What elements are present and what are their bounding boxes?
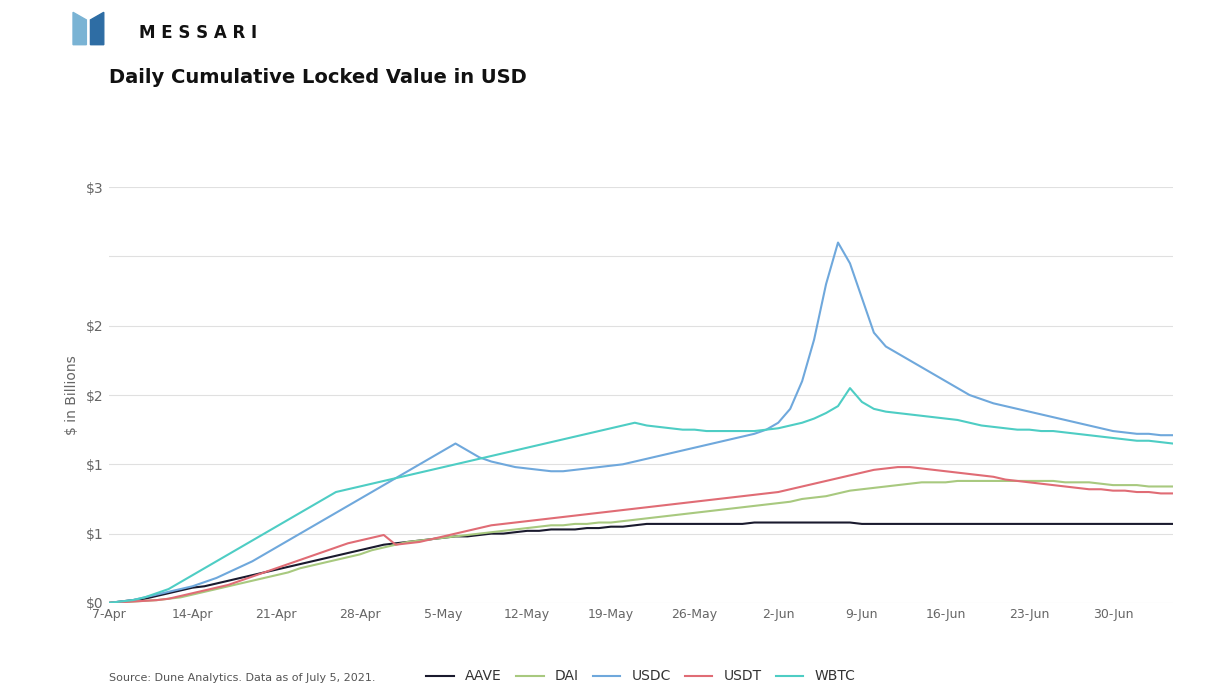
WBTC — [102, 599, 116, 607]
Line: WBTC: WBTC — [109, 388, 1173, 603]
WBTC — [855, 398, 869, 406]
Polygon shape — [91, 12, 104, 44]
USDT — [102, 599, 116, 607]
USDC — [102, 599, 116, 607]
AAVE — [424, 535, 439, 543]
USDC — [245, 557, 260, 565]
WBTC — [1022, 426, 1036, 434]
Line: USDT: USDT — [109, 467, 1173, 603]
WBTC — [999, 424, 1013, 432]
USDT — [999, 475, 1013, 484]
Text: Source: Dune Analytics. Data as of July 5, 2021.: Source: Dune Analytics. Data as of July … — [109, 673, 375, 683]
DAI — [102, 599, 116, 607]
Polygon shape — [73, 12, 86, 44]
AAVE — [102, 599, 116, 607]
DAI — [245, 577, 260, 585]
USDT — [1129, 488, 1144, 496]
USDT — [424, 535, 439, 543]
USDT — [1165, 489, 1180, 498]
USDT — [245, 572, 260, 581]
Text: Daily Cumulative Locked Value in USD: Daily Cumulative Locked Value in USD — [109, 68, 527, 87]
USDT — [891, 463, 906, 471]
USDC — [831, 238, 845, 247]
WBTC — [843, 384, 857, 392]
USDC — [1129, 430, 1144, 438]
WBTC — [1165, 439, 1180, 448]
DAI — [999, 477, 1013, 485]
DAI — [950, 477, 965, 485]
AAVE — [747, 518, 762, 527]
AAVE — [245, 571, 260, 579]
AAVE — [1129, 520, 1144, 528]
AAVE — [1022, 520, 1036, 528]
DAI — [1165, 482, 1180, 491]
AAVE — [855, 520, 869, 528]
USDC — [855, 294, 869, 302]
Text: M E S S A R I: M E S S A R I — [139, 24, 258, 42]
DAI — [843, 486, 857, 495]
WBTC — [424, 466, 439, 474]
DAI — [424, 535, 439, 543]
DAI — [1022, 477, 1036, 485]
DAI — [1129, 481, 1144, 489]
WBTC — [1129, 437, 1144, 445]
WBTC — [245, 536, 260, 545]
Legend: AAVE, DAI, USDC, USDT, WBTC: AAVE, DAI, USDC, USDT, WBTC — [421, 664, 861, 689]
AAVE — [1165, 520, 1180, 528]
Line: USDC: USDC — [109, 243, 1173, 603]
USDT — [843, 471, 857, 480]
Y-axis label: $ in Billions: $ in Billions — [65, 355, 80, 435]
Line: AAVE: AAVE — [109, 523, 1173, 603]
AAVE — [999, 520, 1013, 528]
Line: DAI: DAI — [109, 481, 1173, 603]
USDC — [1165, 431, 1180, 439]
USDT — [1022, 478, 1036, 486]
USDC — [1022, 407, 1036, 416]
USDC — [999, 402, 1013, 410]
USDC — [424, 453, 439, 462]
